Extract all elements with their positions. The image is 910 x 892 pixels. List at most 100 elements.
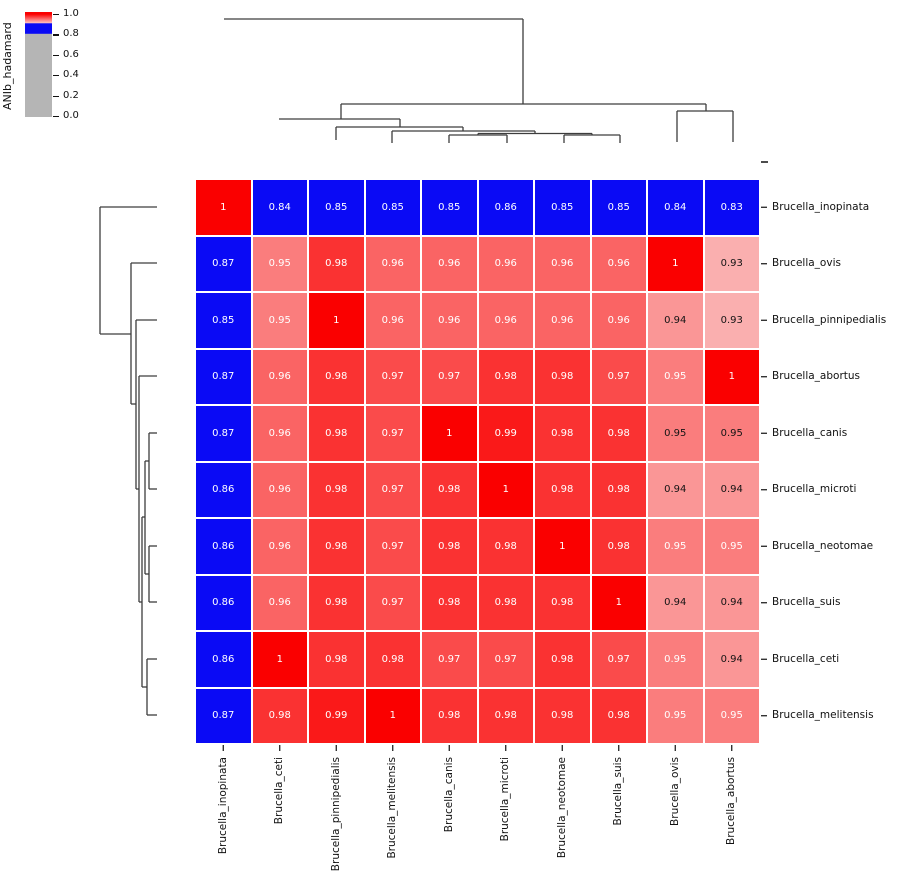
heatmap-cell: 0.87	[195, 348, 252, 405]
heatmap-cell: 0.98	[590, 461, 647, 518]
heatmap-cell: 0.85	[195, 292, 252, 349]
heatmap-cell: 0.93	[703, 235, 760, 292]
heatmap-cell: 0.85	[364, 179, 421, 236]
heatmap-cell: 0.98	[308, 518, 365, 575]
row-label: Brucella_ovis	[772, 257, 841, 270]
heatmap-cell: 0.94	[647, 574, 704, 631]
heatmap-cell: 0.98	[308, 235, 365, 292]
heatmap-cell: 0.98	[590, 518, 647, 575]
heatmap-cell: 0.98	[534, 348, 591, 405]
heatmap-cell: 0.96	[590, 235, 647, 292]
heatmap-cell: 0.84	[647, 179, 704, 236]
heatmap-cell: 0.96	[251, 348, 308, 405]
heatmap-cell: 1	[308, 292, 365, 349]
heatmap-cell: 0.83	[703, 179, 760, 236]
colorbar-tick-label: 0.2	[63, 89, 79, 101]
heatmap-cell: 0.99	[477, 405, 534, 462]
heatmap-cell: 0.98	[421, 574, 478, 631]
heatmap-cell: 0.99	[308, 687, 365, 744]
heatmap-cell: 0.87	[195, 235, 252, 292]
heatmap-cell: 0.98	[308, 405, 365, 462]
heatmap-cell: 1	[251, 631, 308, 688]
heatmap-cell: 0.98	[308, 348, 365, 405]
heatmap-cell: 0.98	[477, 518, 534, 575]
heatmap-cell: 0.98	[534, 405, 591, 462]
heatmap-cell: 0.98	[534, 461, 591, 518]
heatmap-cell: 0.94	[647, 292, 704, 349]
heatmap-cell: 0.96	[251, 574, 308, 631]
colorbar-tick-label: 0.4	[63, 69, 79, 81]
heatmap-cell: 0.98	[534, 574, 591, 631]
heatmap-cell: 0.95	[703, 518, 760, 575]
heatmap-cell: 1	[364, 687, 421, 744]
heatmap-cell: 0.96	[364, 235, 421, 292]
colorbar-tick-label: 1.0	[63, 8, 79, 19]
heatmap-cell: 0.98	[534, 687, 591, 744]
heatmap-cell: 0.97	[421, 348, 478, 405]
heatmap-cell: 0.98	[590, 687, 647, 744]
row-label: Brucella_canis	[772, 426, 848, 439]
colorbar-tick-mark	[53, 54, 59, 56]
heatmap-cell: 0.95	[703, 687, 760, 744]
row-label: Brucella_abortus	[772, 370, 861, 383]
heatmap-cell: 0.96	[364, 292, 421, 349]
row-label: Brucella_microti	[772, 483, 857, 496]
heatmap-cell: 0.95	[251, 235, 308, 292]
heatmap-cell: 0.97	[364, 348, 421, 405]
heatmap-cell: 0.96	[534, 292, 591, 349]
heatmap-cell: 0.98	[308, 574, 365, 631]
heatmap-cell: 0.85	[590, 179, 647, 236]
heatmap-cell: 0.96	[251, 461, 308, 518]
heatmap-cell: 0.96	[421, 292, 478, 349]
heatmap-cell: 0.98	[590, 405, 647, 462]
heatmap-cell: 0.86	[195, 461, 252, 518]
heatmap-cell: 0.98	[308, 631, 365, 688]
heatmap-cell: 0.95	[647, 631, 704, 688]
heatmap-cell: 0.94	[647, 461, 704, 518]
heatmap-cell: 1	[703, 348, 760, 405]
colorbar	[25, 12, 52, 117]
heatmap-cell: 0.98	[364, 631, 421, 688]
row-label: Brucella_neotomae	[772, 539, 874, 552]
heatmap-cell: 0.84	[251, 179, 308, 236]
heatmap-cell: 0.87	[195, 687, 252, 744]
heatmap-cell: 0.95	[703, 405, 760, 462]
heatmap-cell: 0.94	[703, 631, 760, 688]
heatmap-cell: 0.96	[251, 405, 308, 462]
heatmap-cell: 0.95	[647, 687, 704, 744]
heatmap-cell: 0.98	[421, 461, 478, 518]
row-label: Brucella_suis	[772, 596, 841, 609]
heatmap-cell: 0.95	[647, 348, 704, 405]
heatmap-cell: 0.98	[534, 631, 591, 688]
colorbar-tick-mark	[53, 75, 59, 77]
colorbar-tick-label: 0.8	[63, 28, 79, 40]
heatmap-cell: 0.96	[590, 292, 647, 349]
heatmap-cell: 1	[590, 574, 647, 631]
heatmap-cell: 0.98	[421, 687, 478, 744]
heatmap-cell: 0.85	[308, 179, 365, 236]
heatmap-cell: 0.97	[477, 631, 534, 688]
row-label: Brucella_inopinata	[772, 200, 870, 213]
heatmap-cell: 1	[534, 518, 591, 575]
heatmap-cell: 0.95	[251, 292, 308, 349]
row-label: Brucella_melitensis	[772, 709, 874, 722]
heatmap-cell: 1	[195, 179, 252, 236]
heatmap-cell: 0.98	[421, 518, 478, 575]
heatmap-cell: 0.95	[647, 518, 704, 575]
heatmap-cell: 0.86	[195, 574, 252, 631]
heatmap-cell: 0.94	[703, 461, 760, 518]
heatmap-cell: 0.96	[421, 235, 478, 292]
heatmap-cell: 0.87	[195, 405, 252, 462]
heatmap-cell: 0.85	[534, 179, 591, 236]
row-label: Brucella_pinnipedialis	[772, 313, 887, 326]
colorbar-tick-mark	[53, 14, 59, 16]
heatmap-cell: 0.98	[477, 348, 534, 405]
heatmap-grid: 1 0.84 0.85 0.85 0.85 0.86 0.85 0.85 0.84 0.83 0.8…	[195, 179, 761, 745]
heatmap-cell: 0.96	[251, 518, 308, 575]
heatmap-cell: 0.93	[703, 292, 760, 349]
heatmap-cell: 0.95	[647, 405, 704, 462]
colorbar-tick-mark	[53, 95, 59, 97]
colorbar-tick-mark	[53, 116, 59, 118]
